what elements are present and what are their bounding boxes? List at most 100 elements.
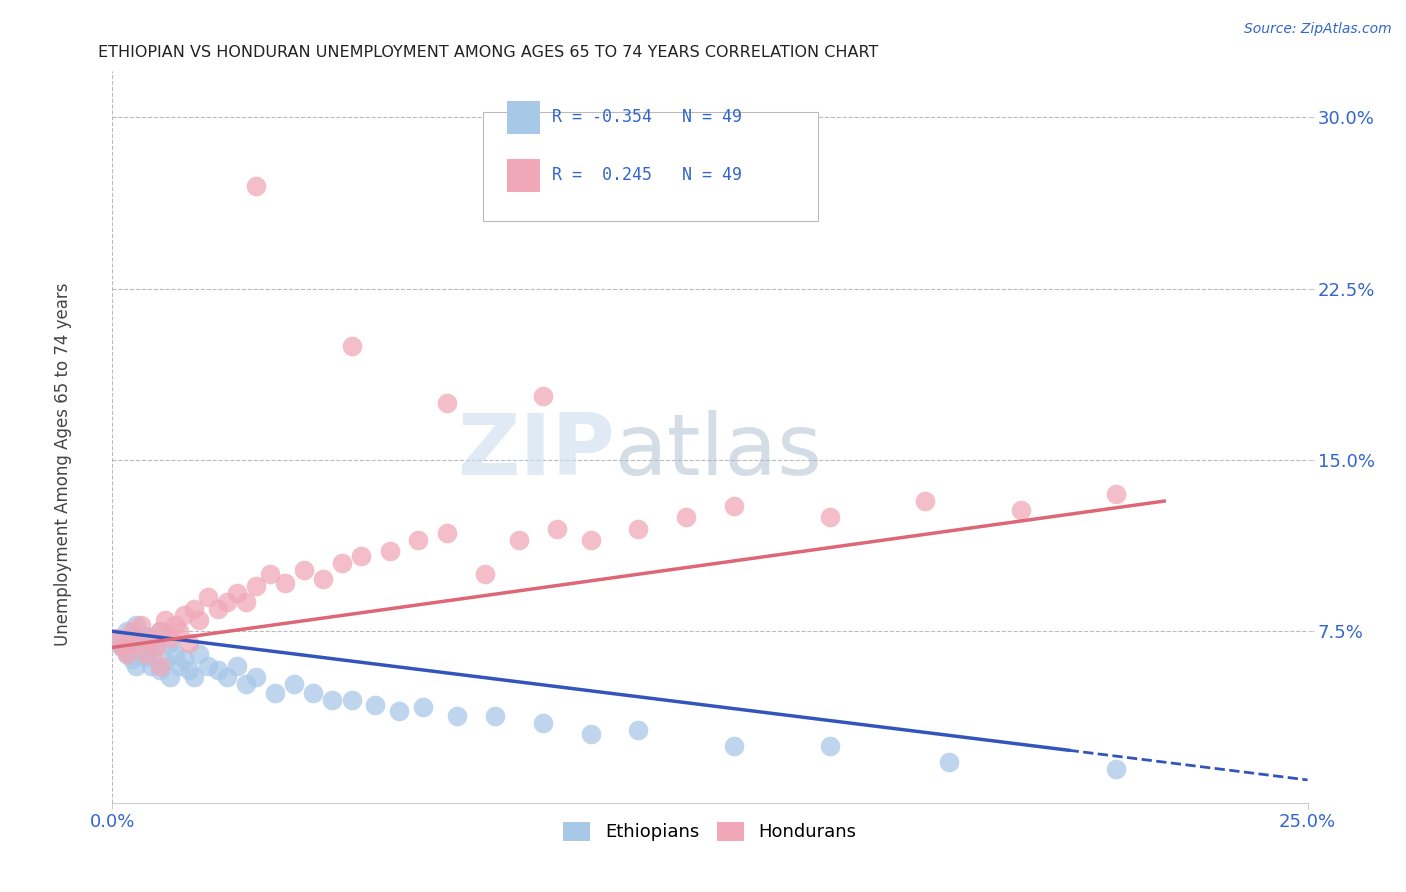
Point: [169, 658, 191, 673]
Point: [159, 670, 181, 684]
Point: [217, 670, 239, 684]
Point: [1105, 762, 1128, 776]
Point: [105, 632, 128, 646]
Point: [321, 693, 343, 707]
Point: [145, 638, 167, 652]
Point: [139, 658, 162, 673]
Point: [938, 755, 960, 769]
Point: [474, 567, 496, 582]
Point: [340, 338, 363, 352]
Point: [436, 526, 458, 541]
Point: [173, 652, 195, 666]
Point: [408, 533, 430, 547]
Point: [627, 521, 650, 535]
Point: [412, 699, 434, 714]
Point: [531, 389, 554, 403]
Point: [187, 613, 209, 627]
Point: [149, 624, 172, 639]
Point: [149, 663, 172, 677]
Point: [207, 601, 229, 615]
Point: [245, 670, 267, 684]
Point: [217, 595, 239, 609]
Point: [153, 613, 176, 627]
Point: [153, 654, 176, 668]
Point: [675, 510, 697, 524]
Point: [627, 723, 650, 737]
Point: [115, 647, 138, 661]
Point: [149, 658, 172, 673]
Point: [111, 640, 134, 655]
Point: [264, 686, 287, 700]
FancyBboxPatch shape: [484, 112, 818, 221]
Point: [378, 544, 401, 558]
Point: [135, 649, 157, 664]
Point: [914, 494, 936, 508]
Point: [302, 686, 325, 700]
Point: [135, 647, 157, 661]
Point: [139, 632, 162, 646]
Point: [121, 632, 143, 646]
Point: [818, 510, 841, 524]
Point: [350, 549, 373, 563]
Point: [115, 647, 138, 661]
Point: [436, 396, 458, 410]
Bar: [508, 159, 540, 192]
Point: [225, 658, 247, 673]
Text: R = -0.354   N = 49: R = -0.354 N = 49: [553, 108, 742, 126]
Point: [121, 652, 143, 666]
Point: [121, 624, 143, 639]
Point: [187, 647, 209, 661]
Point: [283, 677, 305, 691]
Point: [111, 640, 134, 655]
Point: [508, 533, 530, 547]
Legend: Ethiopians, Hondurans: Ethiopians, Hondurans: [557, 814, 863, 848]
Point: [149, 624, 172, 639]
Point: [235, 677, 257, 691]
Point: [818, 739, 841, 753]
Point: [259, 567, 281, 582]
Point: [330, 556, 353, 570]
Point: [125, 636, 148, 650]
Text: Source: ZipAtlas.com: Source: ZipAtlas.com: [1244, 22, 1392, 37]
Point: [115, 624, 138, 639]
Point: [579, 727, 602, 741]
Point: [1010, 503, 1032, 517]
Point: [197, 590, 219, 604]
Point: [163, 617, 186, 632]
Point: [312, 572, 335, 586]
Point: [364, 698, 387, 712]
Point: [197, 658, 219, 673]
Point: [129, 633, 152, 648]
Point: [125, 658, 148, 673]
Point: [723, 739, 745, 753]
Point: [145, 640, 167, 655]
Point: [159, 632, 181, 646]
Point: [183, 670, 205, 684]
Text: R =  0.245   N = 49: R = 0.245 N = 49: [553, 166, 742, 185]
Point: [546, 521, 568, 535]
Point: [163, 647, 186, 661]
Point: [1105, 487, 1128, 501]
Point: [245, 579, 267, 593]
Point: [105, 636, 128, 650]
Point: [446, 709, 468, 723]
Text: atlas: atlas: [614, 410, 823, 493]
Point: [292, 563, 315, 577]
Point: [173, 608, 195, 623]
Point: [388, 705, 411, 719]
Point: [177, 636, 200, 650]
Point: [531, 715, 554, 730]
Point: [245, 178, 267, 193]
Point: [177, 663, 200, 677]
Point: [129, 617, 152, 632]
Point: [484, 709, 506, 723]
Point: [139, 640, 162, 655]
Point: [273, 576, 295, 591]
Point: [579, 533, 602, 547]
Point: [340, 693, 363, 707]
Point: [125, 617, 148, 632]
Point: [225, 585, 247, 599]
Point: [183, 601, 205, 615]
Point: [135, 629, 157, 643]
Point: [169, 624, 191, 639]
